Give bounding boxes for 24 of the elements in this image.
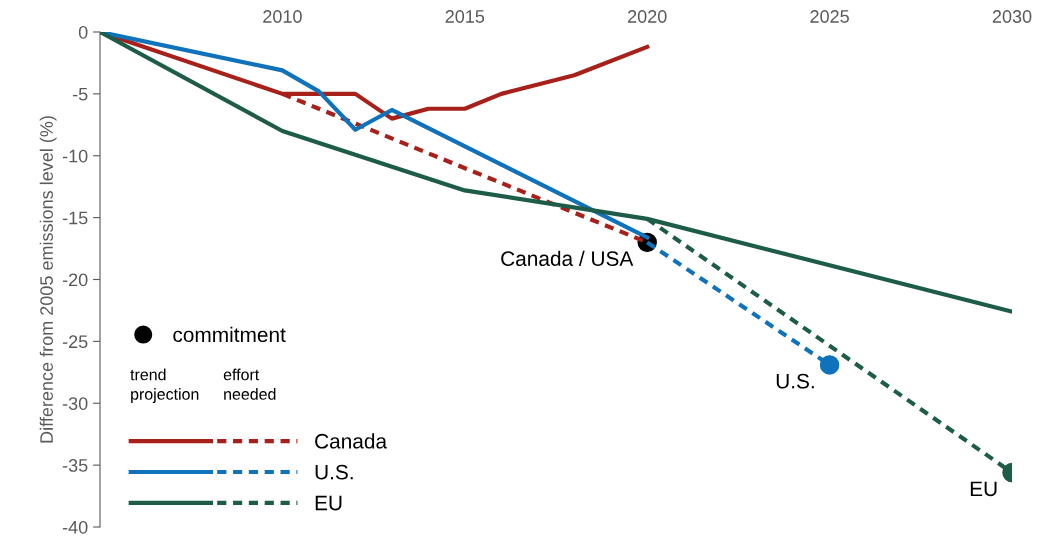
legend-label: commitment bbox=[173, 326, 286, 343]
y-tick-label: -30 bbox=[62, 397, 88, 410]
x-tick-label: 2025 bbox=[810, 10, 849, 23]
legend-label: Canada bbox=[315, 433, 388, 449]
x-tick-label: 2010 bbox=[263, 10, 302, 23]
annotation: EU bbox=[970, 481, 997, 497]
y-tick-label: -25 bbox=[62, 335, 88, 349]
y-tick-label: -5 bbox=[72, 88, 88, 101]
annotation: U.S. bbox=[776, 373, 814, 389]
legend-label: U.S. bbox=[315, 464, 353, 480]
x-tick-label: 2020 bbox=[628, 10, 667, 23]
y-tick-label: -10 bbox=[62, 149, 88, 163]
annotation: Canada / USA bbox=[501, 250, 634, 267]
annotation: trend projection bbox=[130, 368, 199, 404]
y-axis-title: Difference from 2005 emissions level (%) bbox=[39, 116, 57, 443]
annotation: effort needed bbox=[223, 368, 276, 400]
x-tick-label: 2030 bbox=[992, 10, 1032, 23]
legend-label: EU bbox=[315, 495, 342, 511]
x-tick-label: 2015 bbox=[445, 10, 485, 23]
y-tick-label: -40 bbox=[62, 520, 88, 534]
y-tick-label: -35 bbox=[62, 459, 88, 472]
y-tick-label: -20 bbox=[62, 273, 88, 287]
y-tick-label: -15 bbox=[62, 211, 88, 225]
y-tick-label: 0 bbox=[78, 25, 88, 39]
